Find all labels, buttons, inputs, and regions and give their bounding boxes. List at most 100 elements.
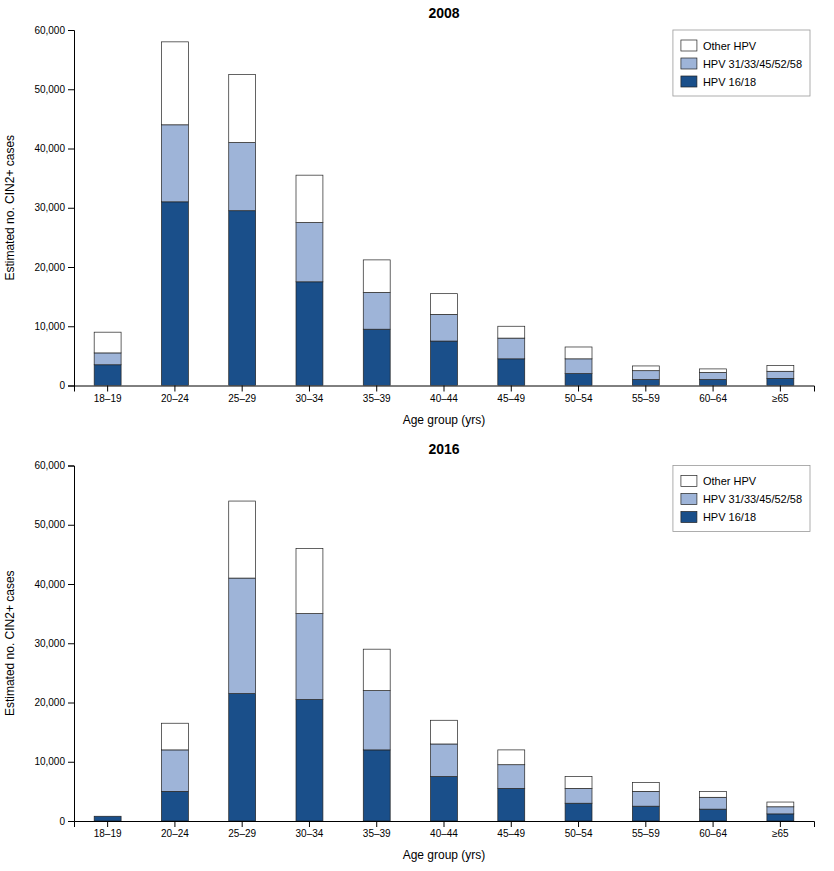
bar — [565, 777, 592, 789]
bar — [229, 578, 256, 694]
bar — [161, 750, 188, 791]
legend-item: HPV 31/33/45/52/58 — [681, 58, 802, 70]
x-axis: 18–1920–2425–2930–3435–3940–4445–4950–54… — [75, 821, 815, 839]
x-tick-label: ≥65 — [772, 393, 789, 404]
y-tick: 30,000 — [34, 638, 74, 649]
bar-series — [94, 125, 794, 380]
x-axis-line — [75, 822, 815, 828]
x-tick: 60–64 — [699, 821, 727, 839]
bar — [363, 260, 390, 293]
x-tick: 60–64 — [699, 386, 727, 404]
bar — [632, 371, 659, 380]
x-tick-mark — [242, 821, 243, 827]
y-tick: 0 — [59, 380, 74, 391]
bar — [767, 807, 794, 814]
x-tick-mark — [780, 821, 781, 827]
x-axis-title: Age group (yrs) — [403, 848, 486, 862]
bar — [94, 353, 121, 365]
x-tick-label: 30–34 — [296, 828, 324, 839]
panel: 18–19 20–24 25–29 30–34 35–39 40–44 45–49 50–54… — [3, 5, 815, 427]
bar — [700, 372, 727, 379]
plot-area — [94, 501, 794, 821]
legend-swatch — [681, 512, 697, 523]
y-tick-label: 50,000 — [34, 519, 65, 530]
y-axis-line — [68, 466, 75, 822]
x-tick-mark — [780, 386, 781, 392]
x-tick-mark — [645, 821, 646, 827]
bar — [161, 42, 188, 125]
bar — [94, 816, 121, 817]
x-tick-label: 20–24 — [161, 393, 189, 404]
legend-swatch — [681, 494, 697, 505]
x-tick-label: 35–39 — [363, 393, 391, 404]
x-axis-title: Age group (yrs) — [403, 413, 486, 427]
bar — [632, 366, 659, 371]
x-tick-label: 18–19 — [94, 828, 122, 839]
y-tick: 10,000 — [34, 321, 74, 332]
bar — [700, 809, 727, 821]
bar — [161, 791, 188, 821]
legend-item: HPV 16/18 — [681, 511, 756, 523]
y-tick-label: 10,000 — [34, 756, 65, 767]
y-tick-mark — [68, 89, 74, 90]
x-tick: 50–54 — [565, 821, 593, 839]
y-tick-mark — [68, 703, 74, 704]
x-tick-mark — [645, 386, 646, 392]
x-tick-label: 45–49 — [497, 393, 525, 404]
bar — [431, 777, 458, 821]
x-tick: 20–24 — [161, 821, 189, 839]
x-tick: 45–49 — [497, 386, 525, 404]
x-tick: 30–34 — [296, 386, 324, 404]
x-tick-label: 55–59 — [632, 393, 660, 404]
x-tick: 40–44 — [430, 386, 458, 404]
x-tick: 18–19 — [94, 821, 122, 839]
y-tick-label: 40,000 — [34, 579, 65, 590]
bar — [363, 292, 390, 329]
bar — [700, 380, 727, 386]
y-axis: 010,00020,00030,00040,00050,00060,000 — [34, 460, 74, 827]
y-tick-label: 20,000 — [34, 697, 65, 708]
x-tick: 25–29 — [228, 386, 256, 404]
bar — [229, 74, 256, 142]
bar — [229, 143, 256, 211]
x-tick-mark — [107, 386, 108, 392]
y-tick: 40,000 — [34, 579, 74, 590]
y-tick: 50,000 — [34, 84, 74, 95]
bar — [632, 806, 659, 821]
y-tick-mark — [68, 762, 74, 763]
bar — [767, 365, 794, 371]
x-tick-mark — [242, 386, 243, 392]
y-tick-label: 60,000 — [34, 25, 65, 36]
x-tick-mark — [309, 386, 310, 392]
x-tick-label: 40–44 — [430, 393, 458, 404]
x-tick-mark — [713, 821, 714, 827]
y-tick-mark — [68, 208, 74, 209]
y-tick-mark — [68, 326, 74, 327]
y-axis: 010,00020,00030,00040,00050,00060,000 — [34, 25, 74, 392]
legend-item: Other HPV — [681, 40, 757, 52]
bar — [363, 750, 390, 821]
y-tick-label: 60,000 — [34, 460, 65, 471]
bar — [632, 791, 659, 806]
bar — [498, 765, 525, 789]
y-tick: 20,000 — [34, 697, 74, 708]
x-tick-mark — [511, 821, 512, 827]
x-tick-label: 60–64 — [699, 828, 727, 839]
bar — [431, 314, 458, 341]
x-tick-mark — [511, 386, 512, 392]
bar — [296, 614, 323, 700]
y-tick-mark — [68, 30, 74, 31]
x-tick-label: 50–54 — [565, 393, 593, 404]
bar — [229, 211, 256, 386]
bar — [94, 816, 121, 821]
x-tick-label: 35–39 — [363, 828, 391, 839]
x-tick: 18–19 — [94, 386, 122, 404]
y-tick-mark — [68, 643, 74, 644]
x-tick: 55–59 — [632, 386, 660, 404]
y-tick: 50,000 — [34, 519, 74, 530]
bar — [632, 782, 659, 791]
bar — [700, 369, 727, 373]
bar — [498, 326, 525, 338]
y-tick-mark — [68, 525, 74, 526]
y-tick-label: 30,000 — [34, 638, 65, 649]
